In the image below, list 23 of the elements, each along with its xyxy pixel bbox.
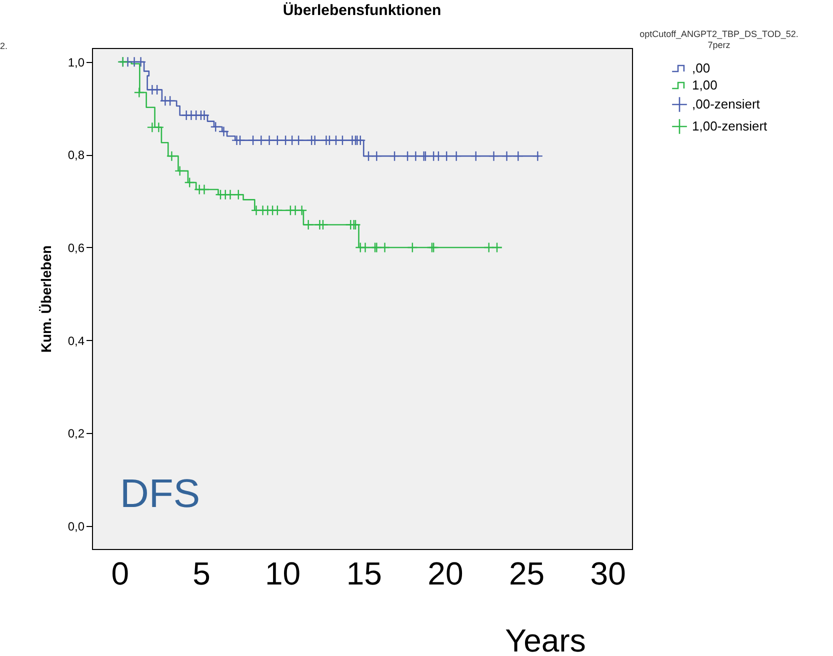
legend-label: ,00-zensiert [692,96,760,112]
y-tick-label: 0,2 [68,426,85,441]
legend-label: 1,00-zensiert [692,118,768,134]
legend-label: ,00 [692,60,710,76]
y-axis-title: Kum. Überleben [38,245,54,353]
x-tick-label: 25 [508,556,545,592]
x-tick-label: 10 [265,556,301,592]
y-tick-label: 0,0 [68,519,85,534]
legend-title: optCutoff_ANGPT2_TBP_DS_TOD_52.7perz [640,29,798,50]
chart-title: Überlebensfunktionen [282,2,442,19]
x-tick-label: 30 [590,556,626,592]
x-tick-label: 5 [192,556,210,592]
x-axis-title: Years [505,622,586,656]
y-tick-label: 1,0 [68,55,85,70]
x-tick-label: 20 [428,556,464,592]
y-tick-label: 0,8 [68,148,85,162]
legend-label: 1,00 [692,78,718,92]
y-tick-label: 0,4 [68,334,85,348]
y-tick-label: 0,6 [68,240,85,255]
x-tick-label: 0 [111,556,130,592]
x-tick-label: 15 [346,556,382,592]
annotation: DFS [120,472,200,516]
text: 2. [0,41,8,51]
